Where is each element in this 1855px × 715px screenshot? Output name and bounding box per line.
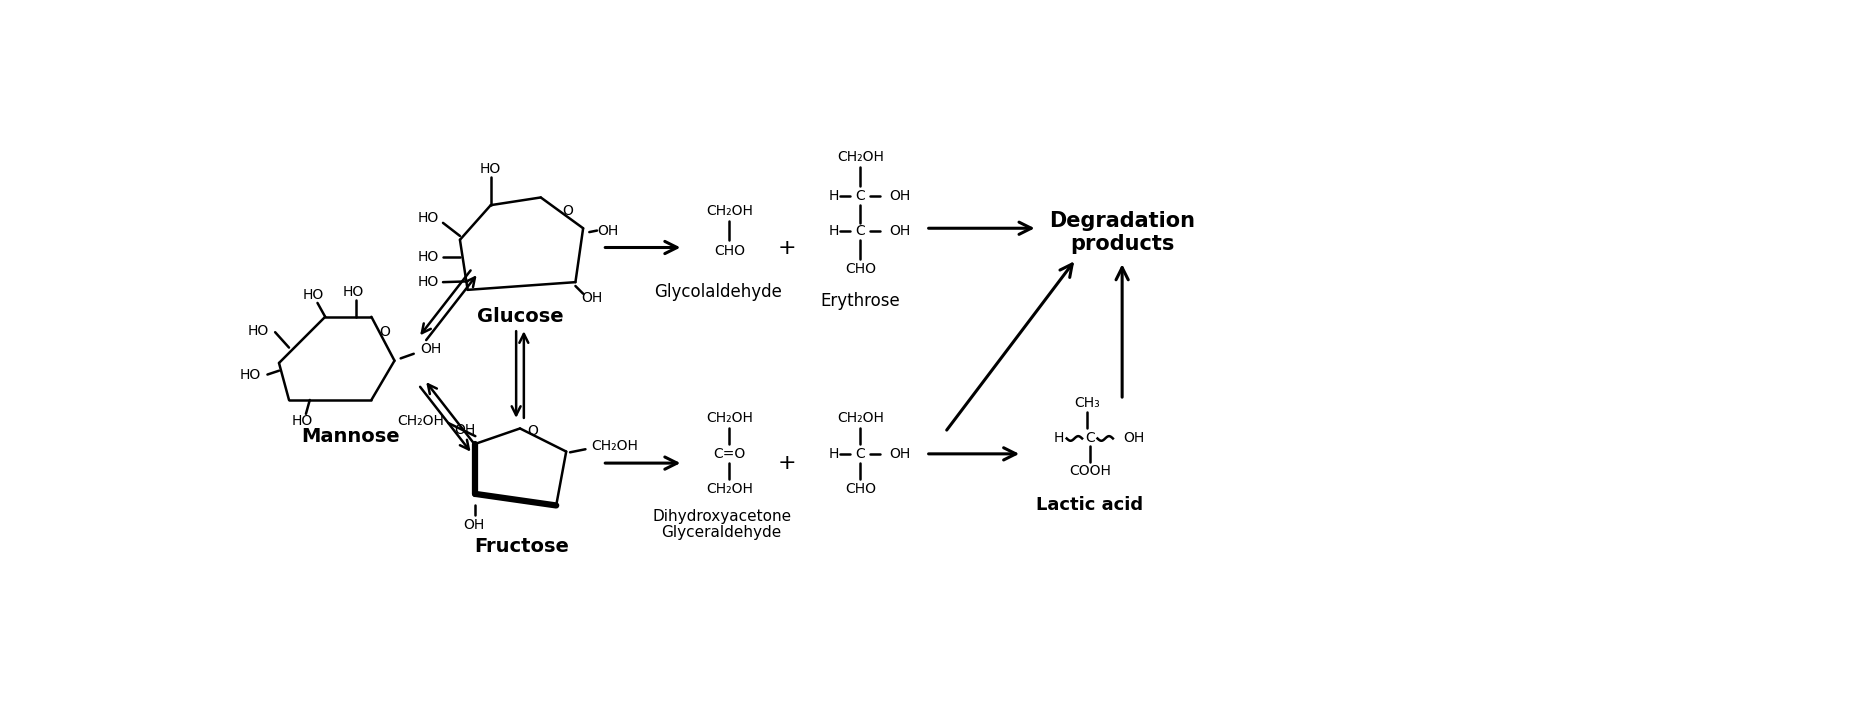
Text: OH: OH: [454, 423, 475, 437]
Text: Glucose: Glucose: [477, 307, 564, 326]
Text: HO: HO: [291, 414, 312, 428]
Text: OH: OH: [464, 518, 484, 532]
Text: HO: HO: [239, 368, 262, 382]
Text: OH: OH: [1122, 431, 1145, 445]
Text: Glyceraldehyde: Glyceraldehyde: [660, 525, 781, 540]
Text: Erythrose: Erythrose: [820, 292, 900, 310]
Text: CH₂OH: CH₂OH: [837, 149, 883, 164]
Text: Glycolaldehyde: Glycolaldehyde: [653, 283, 781, 301]
Text: HO: HO: [417, 250, 438, 264]
Text: CHO: CHO: [844, 262, 876, 276]
Text: CH₂OH: CH₂OH: [705, 411, 753, 425]
Text: Dihydroxyacetone: Dihydroxyacetone: [651, 510, 790, 525]
Text: OH: OH: [419, 342, 441, 356]
Text: products: products: [1068, 234, 1174, 254]
Text: OH: OH: [597, 224, 618, 237]
Text: Lactic acid: Lactic acid: [1035, 496, 1143, 515]
Text: Mannose: Mannose: [301, 427, 399, 445]
Text: O: O: [527, 424, 538, 438]
Text: OH: OH: [889, 224, 911, 237]
Text: H: H: [827, 224, 838, 237]
Text: COOH: COOH: [1068, 464, 1109, 478]
Text: HO: HO: [302, 288, 325, 302]
Text: C: C: [1085, 431, 1094, 445]
Text: H: H: [1054, 431, 1063, 445]
Text: +: +: [777, 237, 796, 257]
Text: CH₂OH: CH₂OH: [590, 439, 638, 453]
Text: HO: HO: [417, 211, 438, 225]
Text: CH₂OH: CH₂OH: [837, 411, 883, 425]
Text: O: O: [562, 204, 573, 217]
Text: C: C: [855, 447, 864, 461]
Text: H: H: [827, 447, 838, 461]
Text: Fructose: Fructose: [473, 537, 569, 556]
Text: CH₂OH: CH₂OH: [705, 204, 753, 217]
Text: HO: HO: [343, 285, 364, 299]
Text: C: C: [855, 189, 864, 203]
Text: H: H: [827, 189, 838, 203]
Text: HO: HO: [247, 324, 269, 337]
Text: HO: HO: [417, 275, 438, 289]
Text: CH₃: CH₃: [1074, 396, 1100, 410]
Text: C: C: [855, 224, 864, 237]
Text: O: O: [378, 325, 390, 339]
Text: OH: OH: [581, 290, 603, 305]
Text: HO: HO: [480, 162, 501, 176]
Text: CHO: CHO: [714, 244, 744, 257]
Text: CH₂OH: CH₂OH: [705, 481, 753, 495]
Text: C=O: C=O: [712, 447, 746, 461]
Text: +: +: [777, 453, 796, 473]
Text: CHO: CHO: [844, 481, 876, 495]
Text: OH: OH: [889, 447, 911, 461]
Text: CH₂OH: CH₂OH: [397, 414, 445, 428]
Text: Degradation: Degradation: [1048, 210, 1195, 230]
Text: OH: OH: [889, 189, 911, 203]
